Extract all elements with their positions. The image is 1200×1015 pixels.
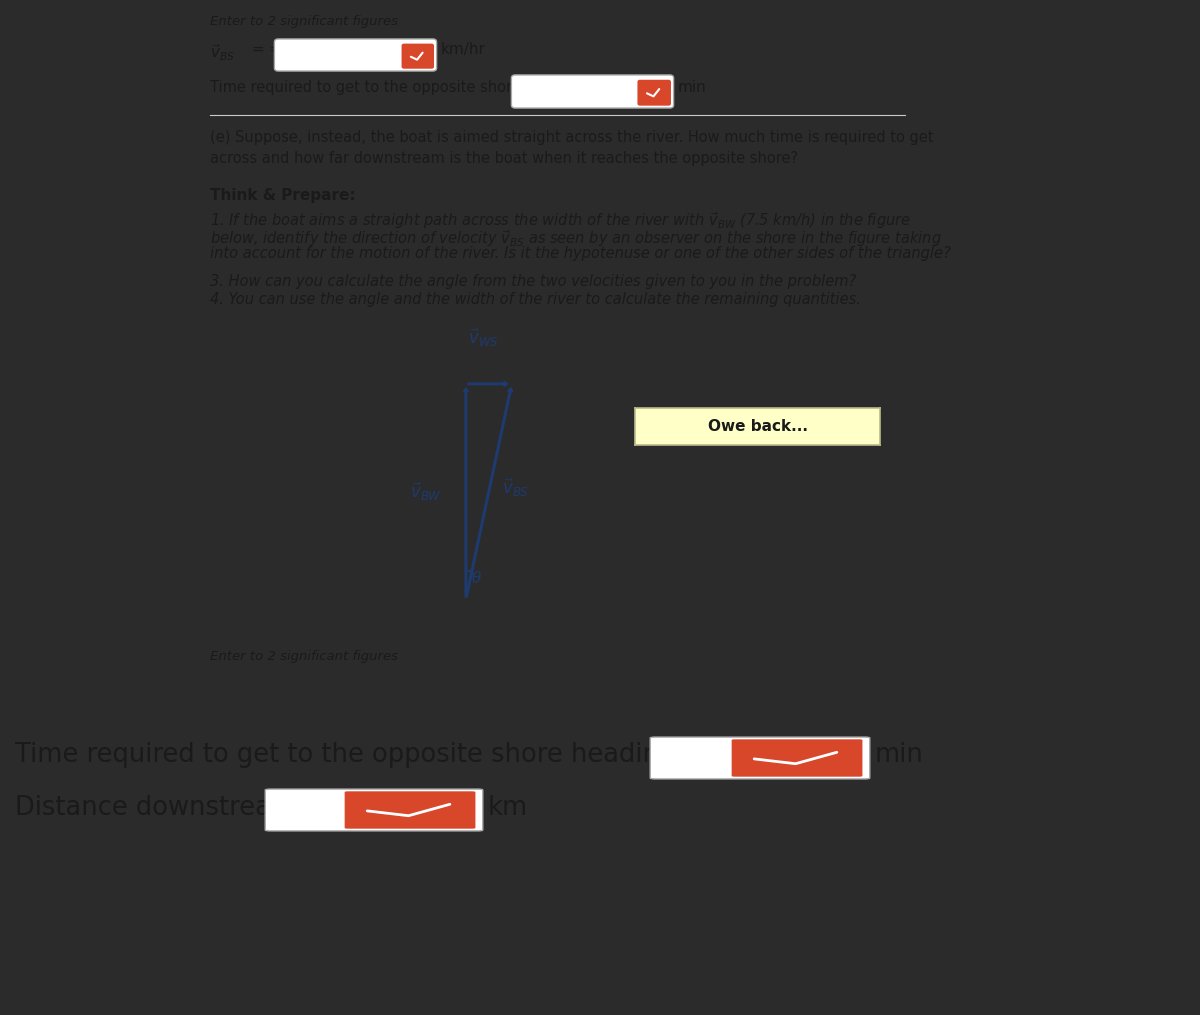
FancyBboxPatch shape [344, 792, 475, 828]
Text: Time required to get to the opposite shore heading straight =: Time required to get to the opposite sho… [14, 742, 814, 768]
Text: = =: = = [252, 42, 282, 57]
FancyBboxPatch shape [511, 75, 673, 108]
FancyBboxPatch shape [402, 44, 434, 69]
Text: $\vec{v}_{WS}$: $\vec{v}_{WS}$ [468, 327, 498, 349]
Text: Time required to get to the opposite shore =: Time required to get to the opposite sho… [210, 80, 538, 95]
FancyBboxPatch shape [732, 739, 863, 776]
Text: km: km [488, 795, 528, 821]
Text: Enter to 2 significant figures: Enter to 2 significant figures [210, 650, 398, 663]
FancyBboxPatch shape [275, 39, 437, 71]
FancyBboxPatch shape [637, 80, 671, 106]
Text: Owe back...: Owe back... [708, 419, 808, 434]
Text: 4. You can use the angle and the width of the river to calculate the remaining q: 4. You can use the angle and the width o… [210, 292, 860, 307]
Text: (e) Suppose, instead, the boat is aimed straight across the river. How much time: (e) Suppose, instead, the boat is aimed … [210, 130, 934, 166]
Text: 3. How can you calculate the angle from the two velocities given to you in the p: 3. How can you calculate the angle from … [210, 274, 857, 289]
Text: Enter to 2 significant figures: Enter to 2 significant figures [210, 15, 398, 28]
Text: Think & Prepare:: Think & Prepare: [210, 188, 355, 203]
Text: min: min [875, 742, 924, 768]
Text: 1. If the boat aims a straight path across the width of the river with $\vec{v}_: 1. If the boat aims a straight path acro… [210, 210, 911, 230]
FancyBboxPatch shape [650, 737, 870, 779]
Text: km/hr: km/hr [442, 42, 486, 57]
Text: into account for the motion of the river. Is it the hypotenuse or one of the oth: into account for the motion of the river… [210, 246, 950, 261]
FancyBboxPatch shape [265, 789, 482, 831]
Text: $\vec{v}_{BW}$: $\vec{v}_{BW}$ [410, 480, 442, 502]
Text: Distance downstream =: Distance downstream = [14, 795, 326, 821]
Text: min: min [678, 80, 707, 95]
Text: $\vec{v}_{BS}$: $\vec{v}_{BS}$ [503, 476, 529, 499]
Text: $\vec{v}_{BS}$: $\vec{v}_{BS}$ [210, 42, 235, 63]
Text: below, identify the direction of velocity $\vec{v}_{BS}$ as seen by an observer : below, identify the direction of velocit… [210, 228, 942, 249]
Text: $\theta$: $\theta$ [472, 569, 482, 586]
